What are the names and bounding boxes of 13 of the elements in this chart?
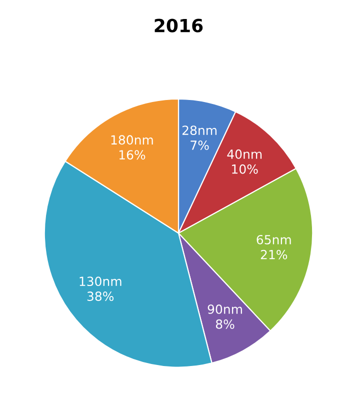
data-label: 16% (119, 150, 146, 160)
chart-title: 2016 (154, 18, 203, 32)
data-label: 10% (232, 164, 258, 174)
slice-label: 28nm (182, 126, 217, 136)
data-label: 8% (216, 319, 234, 329)
data-label: 38% (87, 292, 114, 302)
slice-label: 40nm (227, 149, 262, 159)
slice-label: 130nm (80, 276, 122, 286)
slice-label: 65nm (256, 234, 291, 244)
slice-label: 90nm (208, 304, 242, 314)
data-label: 21% (260, 250, 288, 260)
data-label: 7% (190, 140, 209, 150)
slice-label: 180nm (111, 135, 153, 145)
